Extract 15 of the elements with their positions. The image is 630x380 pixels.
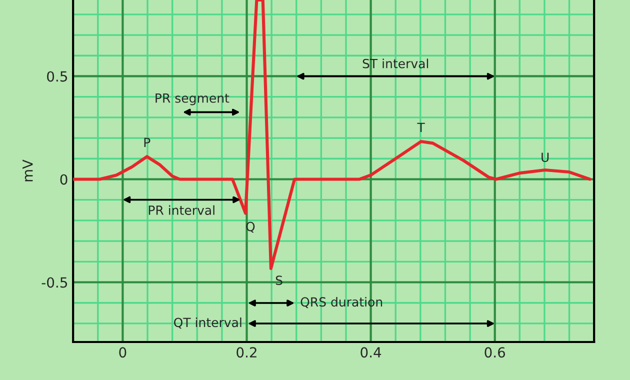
x-tick-label: 0.6	[484, 347, 506, 358]
x-tick-label: 0.2	[236, 347, 256, 358]
y-tick-label: 0	[60, 174, 68, 185]
y-tick-label: -0.5	[42, 277, 68, 288]
y-tick-label: 0.5	[47, 71, 68, 82]
annotation: P	[144, 138, 150, 148]
annotation: T	[417, 122, 425, 132]
x-tick-label: 0	[119, 347, 126, 358]
y-axis-title: mV	[22, 160, 33, 182]
annotation: U	[542, 152, 549, 162]
line-series	[73, 0, 592, 270]
annotation: QT interval	[174, 317, 242, 329]
annotation: PR segment	[156, 94, 230, 106]
x-tick-label: 0.4	[360, 347, 382, 358]
annotation: PR interval	[148, 205, 214, 215]
